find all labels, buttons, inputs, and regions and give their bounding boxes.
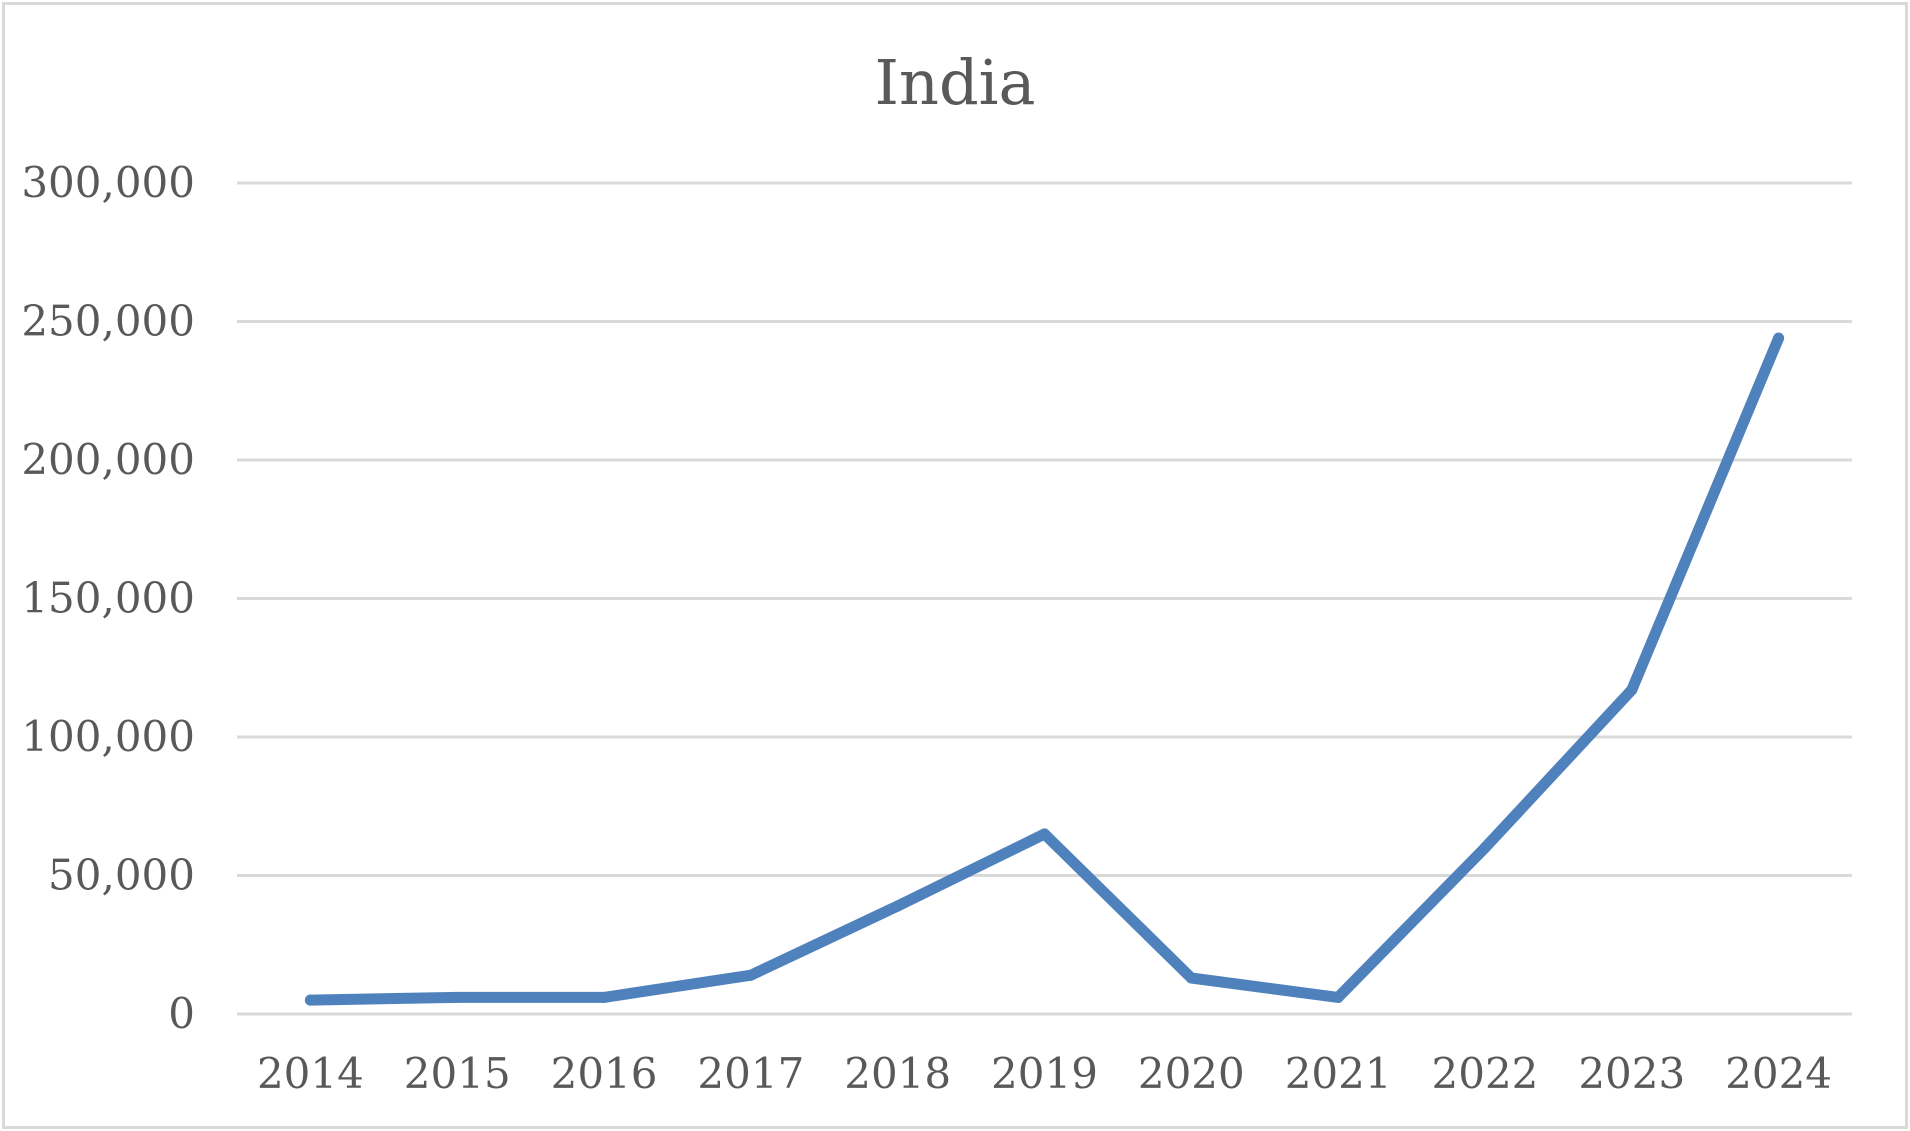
- x-tick-label: 2018: [844, 1049, 951, 1098]
- y-tick-label: 250,000: [21, 297, 195, 346]
- x-tick-label: 2017: [697, 1049, 804, 1098]
- y-tick-label: 0: [168, 989, 195, 1038]
- x-tick-label: 2015: [404, 1049, 511, 1098]
- y-tick-label: 50,000: [48, 851, 195, 900]
- data-point: [1185, 972, 1197, 984]
- x-tick-label: 2020: [1138, 1049, 1245, 1098]
- y-tick-label: 300,000: [21, 158, 195, 207]
- x-tick-label: 2016: [551, 1049, 658, 1098]
- data-point: [1773, 332, 1785, 344]
- data-point: [304, 994, 316, 1006]
- data-point: [1479, 842, 1491, 854]
- data-point: [1626, 684, 1638, 696]
- data-point: [1039, 828, 1050, 840]
- gridlines: [237, 181, 1852, 1016]
- x-tick-label: 2022: [1432, 1049, 1539, 1098]
- data-point: [892, 900, 904, 912]
- data-point: [598, 991, 610, 1003]
- x-tick-label: 2024: [1725, 1049, 1832, 1098]
- x-tick-label: 2021: [1285, 1049, 1392, 1098]
- x-tick-label: 2023: [1578, 1049, 1685, 1098]
- data-point: [745, 969, 757, 981]
- series-line: [304, 332, 1785, 1006]
- data-point: [451, 991, 463, 1003]
- x-tick-label: 2019: [991, 1049, 1098, 1098]
- data-point: [1332, 991, 1344, 1003]
- series-layer: [304, 332, 1785, 1006]
- y-tick-label: 150,000: [21, 574, 195, 623]
- chart-title: India: [875, 46, 1036, 119]
- y-tick-label: 200,000: [21, 435, 195, 484]
- y-tick-label: 100,000: [21, 712, 195, 761]
- x-tick-label: 2014: [257, 1049, 364, 1098]
- x-axis-ticks: 2014 2015 2016 2017 2018 2019 2020 2021 2022 2023…: [257, 1049, 1832, 1098]
- y-axis-ticks: 0 50,000 100,000 150,000 200,000 250,000 300,0…: [21, 158, 195, 1038]
